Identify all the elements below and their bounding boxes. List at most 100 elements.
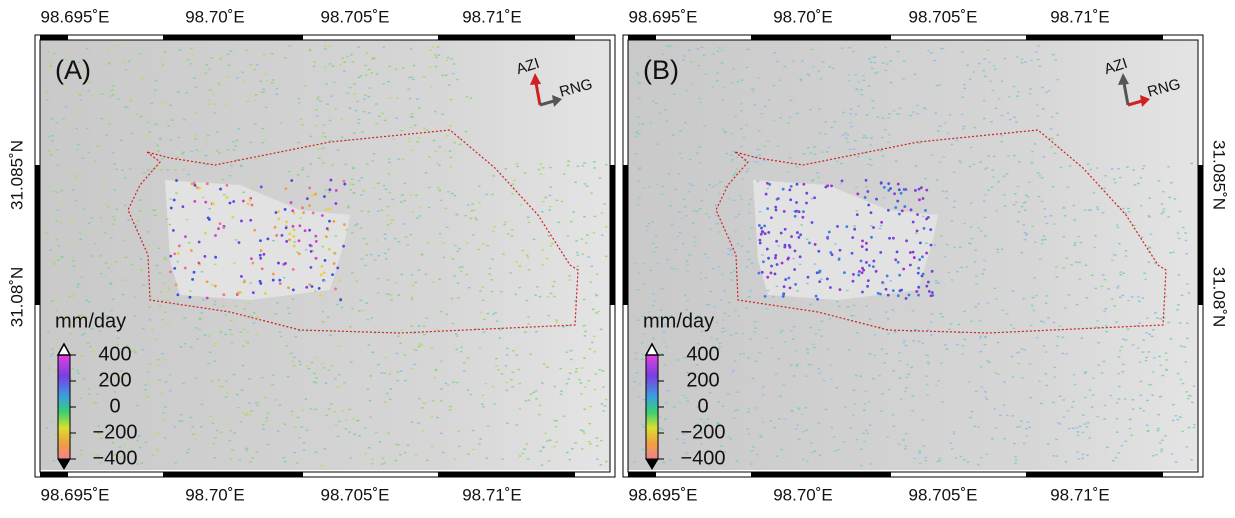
measurement-point: [451, 298, 454, 299]
measurement-point: [678, 173, 681, 174]
measurement-point: [114, 189, 117, 190]
measurement-point: [905, 297, 908, 300]
measurement-point: [242, 346, 245, 347]
measurement-point: [716, 338, 719, 339]
map-panel: 98.695˚E98.695˚E98.70˚E98.70˚E98.705˚E98…: [7, 7, 615, 504]
measurement-point: [977, 426, 980, 427]
measurement-point: [342, 180, 345, 183]
measurement-point: [352, 418, 355, 419]
measurement-point: [382, 458, 385, 459]
measurement-point: [909, 251, 912, 254]
measurement-point: [389, 399, 392, 400]
measurement-point: [916, 229, 919, 232]
measurement-point: [341, 137, 344, 138]
measurement-point: [734, 172, 737, 173]
measurement-point: [260, 186, 263, 189]
measurement-point: [353, 83, 356, 84]
measurement-point: [301, 169, 304, 170]
measurement-point: [860, 89, 863, 90]
measurement-point: [161, 353, 164, 354]
measurement-point: [984, 344, 987, 345]
measurement-point: [992, 90, 995, 91]
measurement-point: [329, 45, 332, 46]
measurement-point: [916, 213, 919, 216]
measurement-point: [1142, 340, 1145, 341]
measurement-point: [917, 294, 920, 297]
measurement-point: [1179, 211, 1182, 212]
measurement-point: [511, 386, 514, 387]
measurement-point: [371, 352, 374, 353]
measurement-point: [683, 55, 686, 56]
measurement-point: [331, 365, 334, 366]
measurement-point: [113, 163, 116, 164]
measurement-point: [734, 360, 737, 361]
bottom-tick-label: 98.695˚E: [41, 485, 110, 504]
measurement-point: [770, 216, 773, 219]
measurement-point: [781, 449, 784, 450]
measurement-point: [323, 271, 326, 274]
measurement-point: [515, 354, 518, 355]
measurement-point: [887, 209, 890, 212]
measurement-point: [1052, 54, 1055, 55]
measurement-point: [136, 405, 139, 406]
measurement-point: [279, 282, 282, 285]
measurement-point: [1161, 203, 1164, 204]
measurement-point: [144, 384, 147, 385]
measurement-point: [315, 240, 318, 243]
measurement-point: [88, 152, 91, 153]
measurement-point: [478, 202, 481, 203]
measurement-point: [546, 440, 549, 441]
measurement-point: [1177, 232, 1180, 233]
measurement-point: [646, 230, 649, 231]
measurement-point: [897, 294, 900, 297]
measurement-point: [733, 200, 736, 201]
measurement-point: [418, 325, 421, 326]
measurement-point: [199, 151, 202, 152]
measurement-point: [818, 132, 821, 133]
measurement-point: [311, 285, 314, 288]
measurement-point: [926, 355, 929, 356]
measurement-point: [491, 291, 494, 292]
measurement-point: [605, 164, 608, 165]
measurement-point: [921, 343, 924, 344]
measurement-point: [927, 361, 930, 362]
measurement-point: [404, 380, 407, 381]
measurement-point: [1051, 116, 1054, 117]
measurement-point: [733, 270, 736, 271]
measurement-point: [297, 98, 300, 99]
measurement-point: [78, 233, 81, 234]
measurement-point: [147, 371, 150, 372]
measurement-point: [148, 306, 151, 307]
measurement-point: [578, 379, 581, 380]
measurement-point: [583, 216, 586, 217]
measurement-point: [1165, 353, 1168, 354]
measurement-point: [112, 299, 115, 300]
measurement-point: [115, 261, 118, 262]
measurement-point: [208, 335, 211, 336]
measurement-point: [1110, 395, 1113, 396]
measurement-point: [425, 317, 428, 318]
measurement-point: [847, 134, 850, 135]
measurement-point: [495, 365, 498, 366]
measurement-point: [137, 220, 140, 221]
measurement-point: [178, 244, 181, 247]
bottom-tick-label: 98.70˚E: [185, 485, 245, 504]
measurement-point: [1127, 208, 1130, 209]
measurement-point: [313, 61, 316, 62]
measurement-point: [1116, 402, 1119, 403]
measurement-point: [1179, 322, 1182, 323]
measurement-point: [174, 426, 177, 427]
measurement-point: [662, 462, 665, 463]
measurement-point: [387, 279, 390, 280]
measurement-point: [864, 403, 867, 404]
measurement-point: [1018, 426, 1021, 427]
measurement-point: [829, 286, 832, 289]
measurement-point: [928, 290, 931, 293]
measurement-point: [259, 81, 262, 82]
measurement-point: [829, 365, 832, 366]
measurement-point: [139, 447, 142, 448]
measurement-point: [501, 373, 504, 374]
measurement-point: [304, 399, 307, 400]
bottom-tick-label: 98.71˚E: [462, 485, 522, 504]
measurement-point: [423, 76, 426, 77]
